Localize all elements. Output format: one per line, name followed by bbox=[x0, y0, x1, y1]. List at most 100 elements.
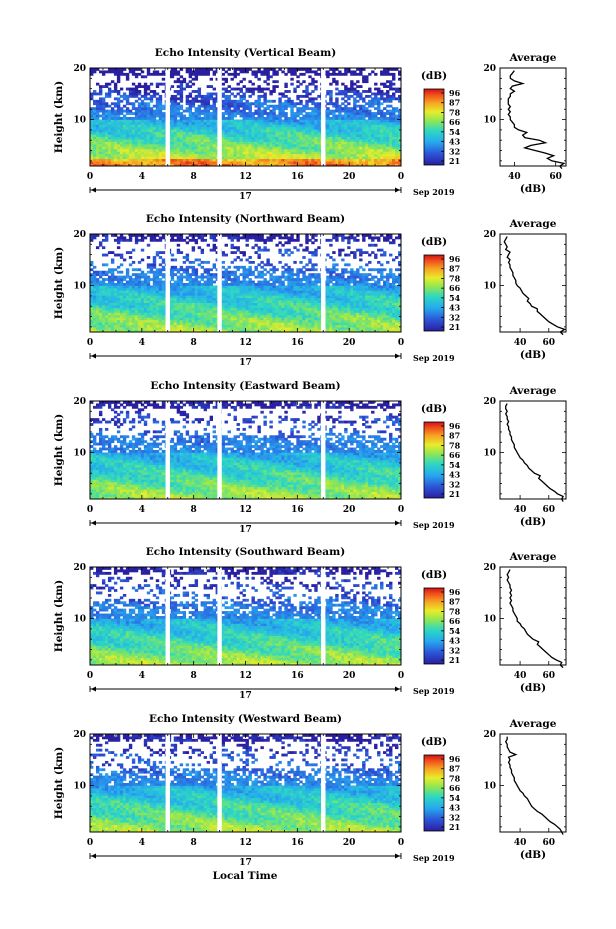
colorbar-tick-label: 66 bbox=[449, 783, 461, 793]
average-title: Average bbox=[509, 52, 557, 64]
average-y-tick-label: 10 bbox=[483, 449, 496, 459]
y-axis-label: Height (km) bbox=[53, 747, 65, 819]
x-tick-label: 12 bbox=[239, 671, 252, 681]
data-gap-2 bbox=[217, 234, 222, 332]
colorbar-title: (dB) bbox=[421, 569, 447, 581]
data-gap-3 bbox=[321, 234, 326, 332]
data-gap-3 bbox=[321, 401, 326, 499]
average-x-tick-label: 60 bbox=[543, 671, 556, 681]
colorbar-tick-label: 66 bbox=[449, 117, 461, 127]
x-tick-label: 0 bbox=[87, 172, 93, 182]
colorbar-tick-label: 54 bbox=[449, 460, 461, 470]
data-gap-2 bbox=[217, 567, 222, 665]
colorbar-tick-label: 43 bbox=[449, 470, 461, 480]
data-gap-3 bbox=[321, 68, 326, 166]
heatmap-cells bbox=[90, 234, 402, 333]
average-y-tick-label: 20 bbox=[483, 397, 496, 407]
date-axis: 17 Sep 2019 bbox=[89, 520, 455, 535]
average-x-label: (dB) bbox=[520, 849, 546, 861]
data-gap-1 bbox=[165, 401, 170, 499]
x-tick-label: 0 bbox=[398, 671, 404, 681]
y-tick-label: 20 bbox=[73, 563, 86, 573]
data-gap-3 bbox=[321, 567, 326, 665]
month-label: Sep 2019 bbox=[413, 853, 455, 863]
colorbar-tick-label: 54 bbox=[449, 127, 461, 137]
y-tick-label: 10 bbox=[73, 615, 86, 625]
month-label: Sep 2019 bbox=[413, 187, 455, 197]
colorbar-tick-label: 87 bbox=[449, 264, 460, 274]
average-title: Average bbox=[509, 218, 557, 230]
x-tick-label: 12 bbox=[239, 172, 252, 182]
y-axis-label: Height (km) bbox=[53, 414, 65, 486]
day-label: 17 bbox=[239, 192, 252, 202]
colorbar-tick-label: 32 bbox=[449, 479, 460, 489]
x-tick-label: 16 bbox=[291, 505, 304, 515]
average-x-label: (dB) bbox=[520, 682, 546, 694]
colorbar-title: (dB) bbox=[421, 736, 447, 748]
x-tick-label: 4 bbox=[139, 505, 145, 515]
x-tick-label: 0 bbox=[398, 505, 404, 515]
x-tick-label: 0 bbox=[398, 172, 404, 182]
average-profile: Average 20 10 40 60(dB) bbox=[483, 218, 567, 361]
y-tick-label: 20 bbox=[73, 397, 86, 407]
average-x-label: (dB) bbox=[520, 183, 546, 195]
y-axis-label: Height (km) bbox=[53, 580, 65, 652]
y-tick-label: 20 bbox=[73, 730, 86, 740]
average-y-tick-label: 10 bbox=[483, 282, 496, 292]
colorbar-tick-label: 87 bbox=[449, 764, 460, 774]
data-gap-1 bbox=[165, 734, 170, 832]
x-axis-label: Local Time bbox=[213, 870, 278, 882]
colorbar-gradient bbox=[423, 587, 445, 665]
x-tick-label: 12 bbox=[239, 338, 252, 348]
average-frame bbox=[499, 400, 567, 500]
average-y-tick-label: 10 bbox=[483, 782, 496, 792]
day-label: 17 bbox=[239, 525, 252, 535]
colorbar-tick-label: 96 bbox=[449, 587, 461, 597]
heatmap-cells bbox=[90, 401, 402, 500]
x-tick-label: 20 bbox=[343, 172, 356, 182]
panel-title: Echo Intensity (Eastward Beam) bbox=[150, 380, 340, 392]
x-ticks: 0 4 8 12 16 20 0 bbox=[87, 401, 404, 515]
colorbar-tick-label: 96 bbox=[449, 754, 461, 764]
x-tick-label: 12 bbox=[239, 838, 252, 848]
colorbar-tick-label: 87 bbox=[449, 431, 460, 441]
colorbar-tick-label: 43 bbox=[449, 803, 461, 813]
average-title: Average bbox=[509, 718, 557, 730]
average-x-tick-label: 60 bbox=[543, 505, 556, 515]
x-tick-label: 0 bbox=[87, 838, 93, 848]
x-tick-label: 4 bbox=[139, 172, 145, 182]
x-tick-label: 0 bbox=[87, 338, 93, 348]
average-profile-line bbox=[503, 236, 567, 336]
colorbar-gradient bbox=[423, 254, 445, 332]
panel-5: Echo Intensity (Westward Beam) Height (km… bbox=[53, 713, 567, 868]
average-x-tick-label: 60 bbox=[543, 338, 556, 348]
data-gap-2 bbox=[217, 68, 222, 166]
x-tick-label: 4 bbox=[139, 838, 145, 848]
colorbar-tick-label: 96 bbox=[449, 88, 461, 98]
colorbar-tick-label: 54 bbox=[449, 293, 461, 303]
colorbar-tick-label: 87 bbox=[449, 597, 460, 607]
x-tick-label: 8 bbox=[191, 338, 197, 348]
average-x-label: (dB) bbox=[520, 516, 546, 528]
colorbar-tick-label: 78 bbox=[449, 606, 461, 616]
data-gap-2 bbox=[217, 401, 222, 499]
colorbar-tick-label: 43 bbox=[449, 636, 461, 646]
colorbar-gradient bbox=[423, 421, 445, 499]
day-label: 17 bbox=[239, 358, 252, 368]
panel-1: Echo Intensity (Vertical Beam) Height (km… bbox=[53, 47, 567, 202]
x-ticks: 0 4 8 12 16 20 0 bbox=[87, 734, 404, 848]
average-frame bbox=[499, 566, 567, 666]
average-profile: Average 20 10 40 60(dB) bbox=[483, 551, 567, 694]
average-x-tick-label: 40 bbox=[508, 172, 521, 182]
average-x-tick-label: 40 bbox=[514, 338, 527, 348]
panel-title: Echo Intensity (Vertical Beam) bbox=[155, 47, 336, 59]
heatmap-cells bbox=[90, 567, 402, 666]
date-axis: 17 Sep 2019 bbox=[89, 353, 455, 368]
average-profile: Average 20 10 40 60(dB) bbox=[483, 385, 567, 528]
